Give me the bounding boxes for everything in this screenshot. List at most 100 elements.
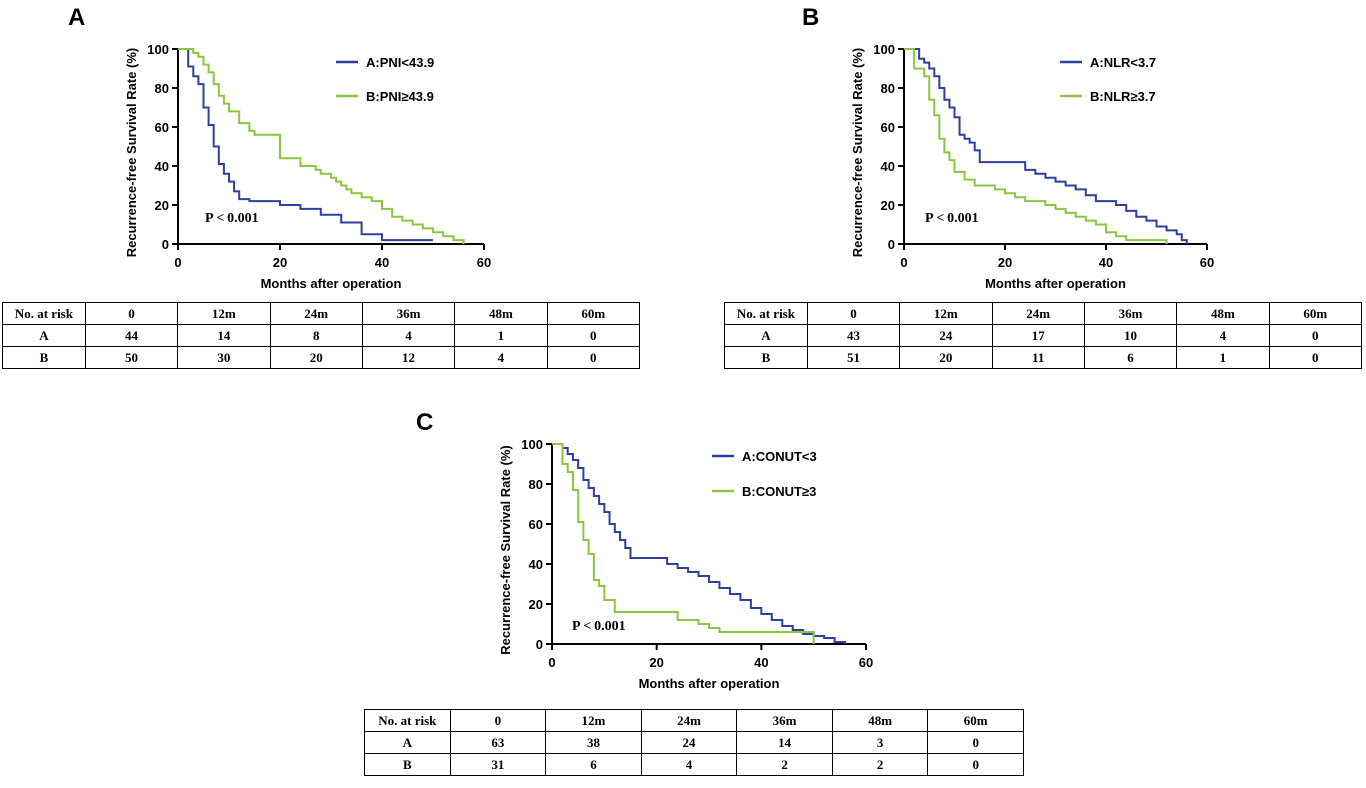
y-tick-label: 0 [162, 237, 169, 252]
risk-table-cell: 24 [899, 324, 993, 347]
risk-table-cell: 4 [361, 324, 456, 347]
risk-table-header-cell: No. at risk [724, 302, 808, 325]
risk-table-cell: 8 [269, 324, 363, 347]
risk-table-c: No. at risk 0 12m 24m 36m 48m 60m A 63 38 24 14 3 0 B 3… [364, 709, 1024, 776]
risk-table-header-cell: 60m [546, 302, 641, 325]
risk-table-cell: A [2, 324, 86, 347]
y-tick-label: 20 [155, 198, 169, 213]
risk-table-header-cell: 12m [899, 302, 993, 325]
risk-table-cell: 38 [545, 731, 642, 754]
risk-table-cell: 10 [1083, 324, 1178, 347]
risk-table-cell: 4 [1176, 324, 1270, 347]
risk-table-cell: 6 [545, 753, 642, 776]
risk-table-row: B 31 6 4 2 2 0 [364, 753, 1024, 776]
series-line-b [904, 48, 1168, 244]
risk-table-row: A 43 24 17 10 4 0 [724, 324, 1363, 347]
legend-label-b: B:NLR≥3.7 [1090, 89, 1156, 104]
series-line-a [904, 48, 1188, 244]
risk-table-header-cell: 48m [831, 709, 929, 732]
risk-table-cell: 30 [177, 346, 271, 369]
risk-table-cell: 14 [736, 731, 833, 754]
x-tick-label: 0 [548, 655, 555, 670]
risk-table-cell: 0 [927, 731, 1024, 754]
y-axis-title: Recurrence-free Survival Rate (%) [124, 48, 139, 258]
series-line-a [178, 48, 433, 242]
km-chart-a: A 0 20 40 60 0 20 40 60 80 100 Months after operati… [68, 4, 491, 291]
risk-table-cell: 4 [454, 346, 548, 369]
risk-table-cell: 6 [1083, 346, 1178, 369]
y-tick-label: 60 [155, 120, 169, 135]
risk-table-header-cell: 0 [806, 302, 901, 325]
y-tick-label: 20 [529, 597, 543, 612]
x-axis-title: Months after operation [261, 276, 402, 291]
x-tick-label: 60 [859, 655, 873, 670]
risk-table-cell: 20 [899, 346, 993, 369]
legend-label-b: B:PNI≥43.9 [366, 89, 434, 104]
km-chart-c: C 0 20 40 60 0 20 40 60 80 100 Months after operati… [416, 409, 873, 691]
risk-table-header-cell: No. at risk [2, 302, 86, 325]
risk-table-cell: A [364, 731, 451, 754]
risk-table-cell: 63 [449, 731, 547, 754]
risk-table-row: B 51 20 11 6 1 0 [724, 346, 1363, 369]
risk-table-cell: 43 [806, 324, 901, 347]
x-tick-label: 40 [375, 255, 389, 270]
risk-table-header-cell: 36m [361, 302, 456, 325]
risk-table-cell: 17 [991, 324, 1085, 347]
y-tick-label: 60 [881, 120, 895, 135]
risk-table-header-cell: 48m [1176, 302, 1270, 325]
risk-table-header-row: No. at risk 0 12m 24m 36m 48m 60m [2, 302, 641, 325]
risk-table-cell: 2 [831, 753, 929, 776]
p-value-annotation: P < 0.001 [572, 619, 626, 634]
risk-table-header-row: No. at risk 0 12m 24m 36m 48m 60m [724, 302, 1363, 325]
y-tick-label: 40 [529, 557, 543, 572]
risk-table-cell: 20 [269, 346, 363, 369]
risk-table-cell: 14 [177, 324, 271, 347]
km-chart-b: B 0 20 40 60 0 20 40 60 80 100 Months after operati… [802, 4, 1214, 291]
panel-letter-c: C [416, 409, 433, 436]
risk-table-cell: 0 [927, 753, 1024, 776]
x-tick-label: 0 [174, 255, 181, 270]
risk-table-cell: B [364, 753, 451, 776]
risk-table-header-cell: 12m [545, 709, 642, 732]
y-tick-label: 100 [873, 42, 895, 57]
risk-table-header-cell: 0 [449, 709, 547, 732]
legend-label-a: A:NLR<3.7 [1090, 55, 1156, 70]
p-value-annotation: P < 0.001 [205, 211, 259, 226]
x-axis-title: Months after operation [639, 676, 780, 691]
risk-table-header-cell: 36m [736, 709, 833, 732]
risk-table-header-cell: No. at risk [364, 709, 451, 732]
risk-table-cell: A [724, 324, 808, 347]
risk-table-cell: 1 [1176, 346, 1270, 369]
series-line-a [552, 443, 847, 644]
risk-table-cell: 2 [736, 753, 833, 776]
x-tick-label: 40 [1099, 255, 1113, 270]
p-value-annotation: P < 0.001 [925, 211, 979, 226]
risk-table-header-cell: 24m [640, 709, 738, 732]
risk-table-a: No. at risk 0 12m 24m 36m 48m 60m A 44 14 8 4 1 0 B 50 3… [2, 302, 641, 369]
risk-table-header-cell: 0 [84, 302, 179, 325]
risk-table-header-row: No. at risk 0 12m 24m 36m 48m 60m [364, 709, 1024, 732]
panel-letter-b: B [802, 4, 819, 31]
y-tick-label: 80 [881, 81, 895, 96]
y-tick-label: 0 [888, 237, 895, 252]
x-tick-label: 60 [477, 255, 491, 270]
legend-label-a: A:PNI<43.9 [366, 55, 434, 70]
panel-letter-a: A [68, 4, 85, 31]
risk-table-header-cell: 60m [1268, 302, 1363, 325]
risk-table-row: A 63 38 24 14 3 0 [364, 731, 1024, 754]
x-tick-label: 0 [900, 255, 907, 270]
y-tick-label: 40 [881, 159, 895, 174]
risk-table-header-cell: 48m [454, 302, 548, 325]
risk-table-row: B 50 30 20 12 4 0 [2, 346, 641, 369]
risk-table-cell: 0 [546, 346, 641, 369]
risk-table-cell: 44 [84, 324, 179, 347]
risk-table-cell: 3 [831, 731, 929, 754]
risk-table-cell: 50 [84, 346, 179, 369]
risk-table-cell: 1 [454, 324, 548, 347]
y-tick-label: 20 [881, 198, 895, 213]
y-tick-label: 80 [155, 81, 169, 96]
risk-table-cell: 4 [640, 753, 738, 776]
series-line-b [178, 48, 465, 244]
risk-table-cell: 12 [361, 346, 456, 369]
risk-table-cell: B [724, 346, 808, 369]
